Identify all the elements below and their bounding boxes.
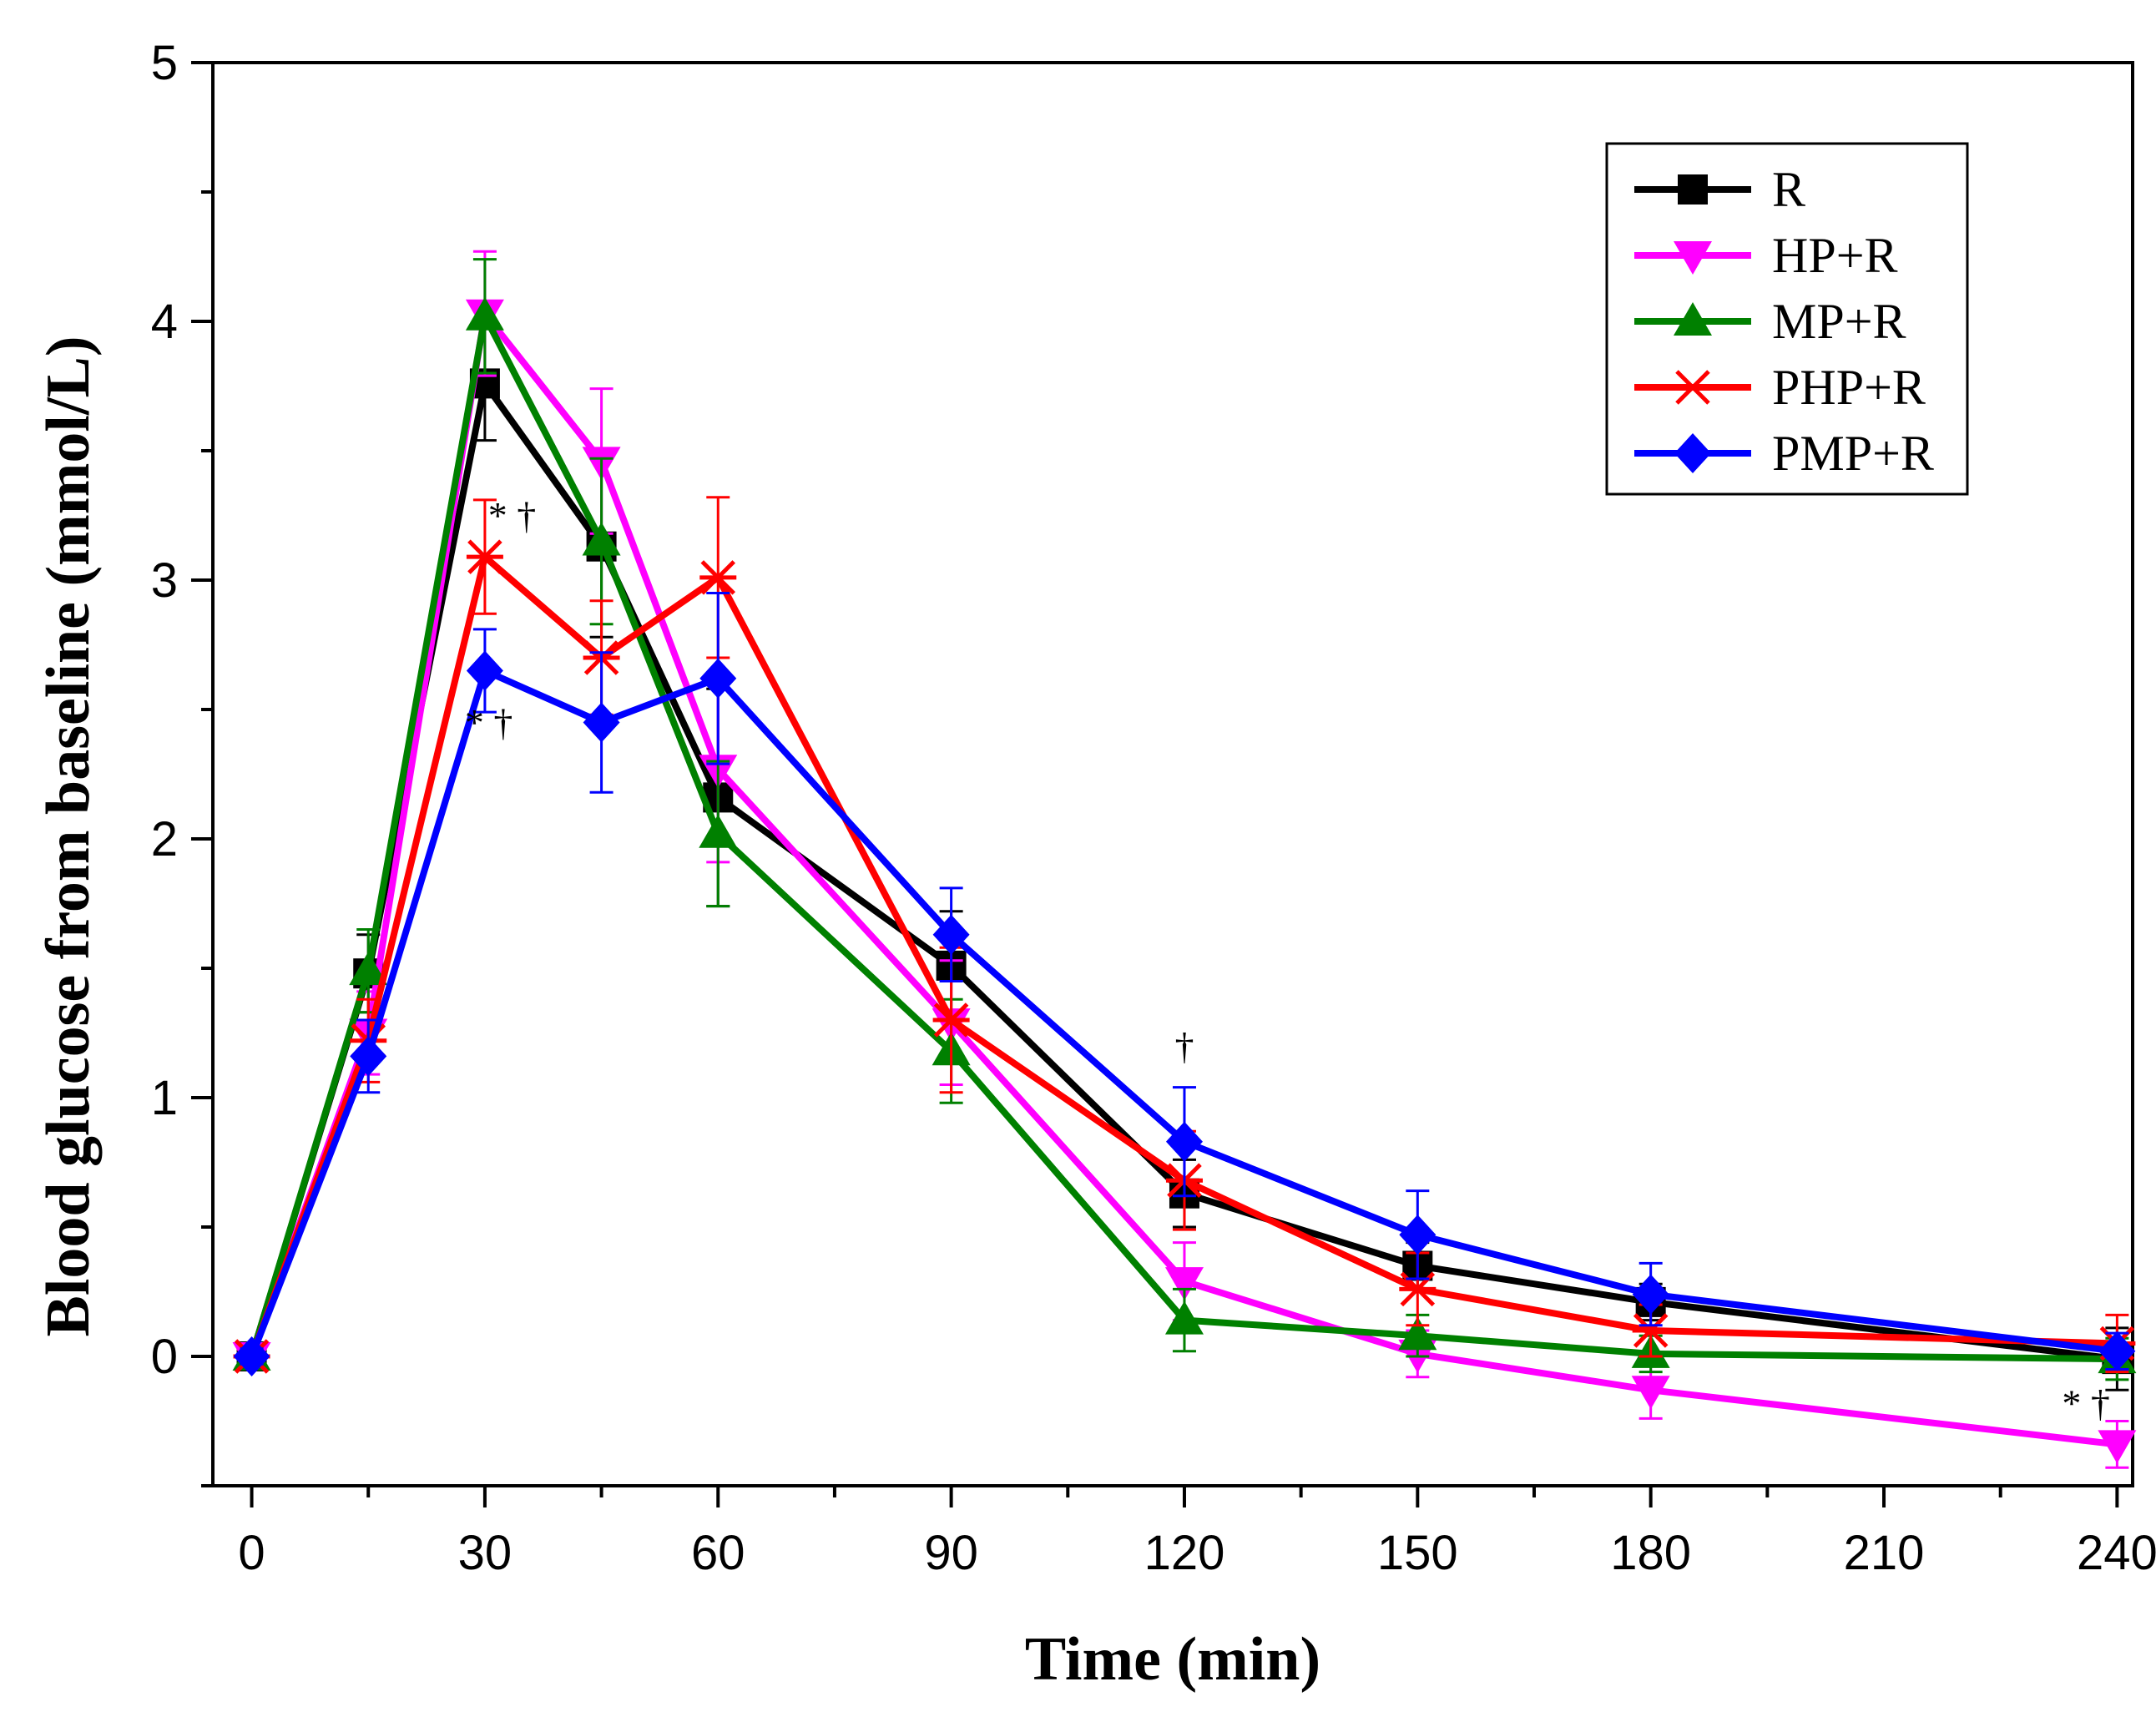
y-axis-title: Blood glucose from baseline (mmol/L) [34, 336, 103, 1336]
x-tick-label: 0 [238, 1526, 265, 1580]
significance-annotation: † [1174, 1025, 1194, 1068]
x-tick-label: 210 [1844, 1526, 1925, 1580]
legend-item: MP+R [1634, 294, 1906, 349]
x-axis-title: Time (min) [1025, 1625, 1320, 1694]
data-point [466, 650, 503, 691]
y-tick-label: 5 [151, 36, 178, 90]
data-point [699, 658, 737, 699]
series-line [248, 312, 2118, 1363]
data-point [233, 1336, 270, 1376]
legend-marker [1674, 370, 1711, 405]
legend-label: PMP+R [1772, 426, 1934, 481]
legend-item: PHP+R [1634, 360, 1926, 415]
legend-marker [1674, 302, 1712, 336]
data-point [699, 814, 738, 848]
data-point [699, 560, 737, 595]
legend-marker [1674, 241, 1712, 275]
data-point [1398, 1316, 1437, 1351]
data-point [1632, 1274, 1669, 1315]
data-point [465, 296, 504, 331]
data-point [1165, 1121, 1203, 1162]
x-tick-label: 30 [458, 1526, 512, 1580]
data-point [1164, 1267, 1204, 1301]
series-group [232, 250, 2137, 1469]
y-tick-label: 4 [151, 295, 178, 349]
y-tick-label: 3 [151, 553, 178, 608]
data-point [582, 522, 621, 556]
legend-marker [1674, 433, 1711, 473]
series-pmp-plus-r [233, 592, 2136, 1376]
series-line [248, 667, 2118, 1358]
legend-item: HP+R [1634, 228, 1898, 283]
x-tick-label: 60 [691, 1526, 745, 1580]
legend-label: HP+R [1772, 228, 1898, 283]
significance-annotation: * † [488, 494, 537, 537]
x-tick-label: 150 [1377, 1526, 1458, 1580]
data-point [1632, 1313, 1669, 1348]
series-line [248, 553, 2118, 1358]
annotations: * † * † † * † [465, 494, 2110, 1424]
data-point [583, 702, 620, 743]
data-point [350, 1036, 387, 1077]
legend-box [1605, 142, 1969, 496]
data-point [1399, 1215, 1436, 1255]
significance-annotation: * † [465, 701, 513, 744]
y-tick-label: 2 [151, 812, 178, 866]
data-point [466, 539, 503, 574]
legend-marker [1678, 174, 1708, 205]
data-point [2098, 1430, 2137, 1464]
x-tick-label: 180 [1610, 1526, 1691, 1580]
x-tick-label: 90 [924, 1526, 978, 1580]
significance-annotation: * † [2062, 1381, 2110, 1424]
data-point [932, 1002, 970, 1038]
plot-frame [211, 61, 2134, 1487]
legend-item: R [1634, 162, 1805, 217]
legend-label: MP+R [1772, 294, 1906, 349]
axes: 0 30 60 90 120 150 180 210 240 0 1 2 3 4 5 [151, 36, 2156, 1580]
y-tick-label: 1 [151, 1071, 178, 1125]
data-point [1631, 1376, 1670, 1410]
legend: R HP+R MP+R PHP+R PMP+R [1605, 142, 1969, 496]
series-php-plus-r [233, 496, 2136, 1374]
x-tick-label: 240 [2077, 1526, 2156, 1580]
legend-item: PMP+R [1634, 426, 1934, 481]
series-line [248, 310, 2118, 1448]
data-point [1164, 1300, 1204, 1335]
plot-area [211, 61, 2134, 1487]
data-point [2098, 1331, 2136, 1371]
y-tick-label: 0 [151, 1330, 178, 1384]
data-point [932, 914, 970, 955]
data-point [349, 952, 388, 986]
x-tick-label: 120 [1144, 1526, 1225, 1580]
legend-label: PHP+R [1772, 360, 1926, 415]
legend-label: R [1772, 162, 1805, 217]
